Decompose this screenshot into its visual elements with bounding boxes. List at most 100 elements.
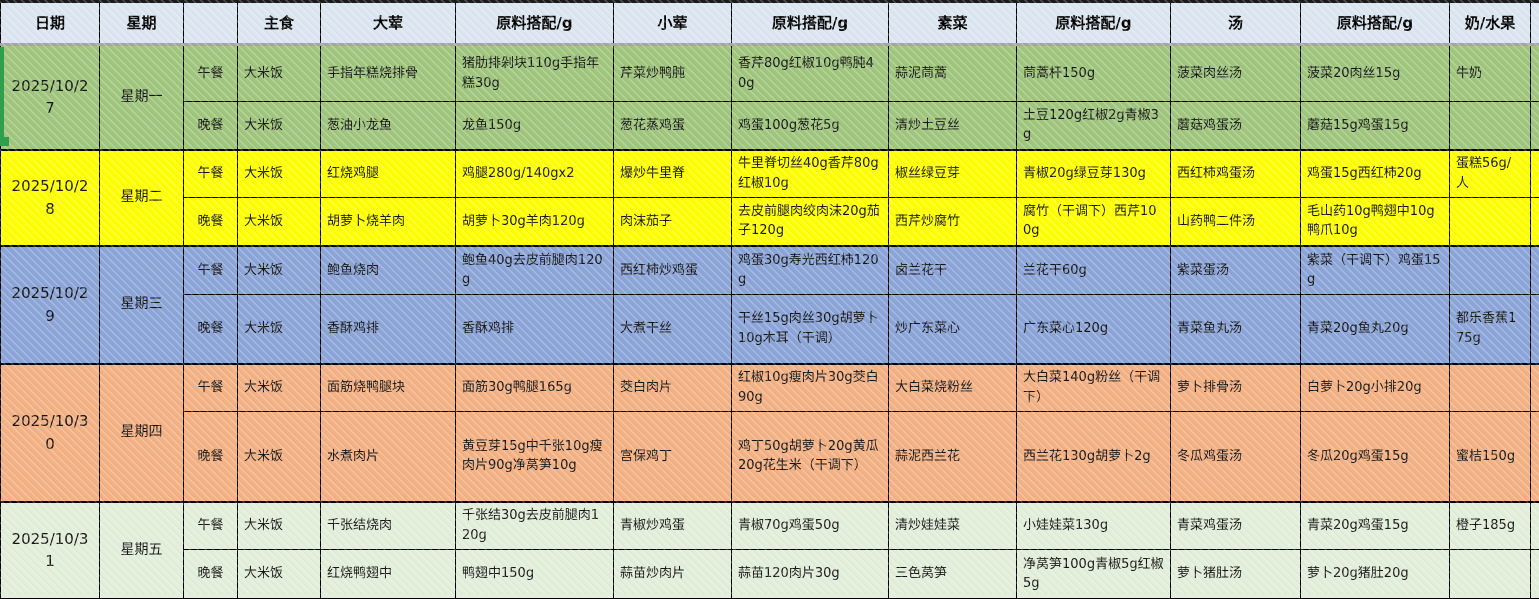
soup-cell[interactable]: 萝卜排骨汤: [1171, 364, 1301, 412]
milk-fruit-cell[interactable]: 橙子185g: [1450, 502, 1531, 550]
milk-fruit-cell[interactable]: [1450, 364, 1531, 412]
milk-fruit-cell[interactable]: [1450, 246, 1531, 295]
ingredients-main-cell[interactable]: 胡萝卜30g羊肉120g: [456, 198, 614, 246]
milk-fruit-cell[interactable]: 蛋糕56g/人: [1450, 150, 1531, 198]
weekday-cell[interactable]: 星期五: [100, 502, 184, 599]
meal-type-cell[interactable]: 午餐: [184, 502, 238, 550]
ingredients-main-cell[interactable]: 香酥鸡排: [456, 295, 614, 364]
weekday-cell[interactable]: 星期三: [100, 246, 184, 364]
ingredients-small-cell[interactable]: 鸡蛋100g葱花5g: [732, 102, 889, 150]
staple-cell[interactable]: 大米饭: [238, 198, 321, 246]
ingredients-veg-cell[interactable]: 青椒20g绿豆芽130g: [1017, 150, 1171, 198]
ingredients-small-cell[interactable]: 红椒10g瘦肉片30g茭白90g: [732, 364, 889, 412]
soup-cell[interactable]: 青菜鸡蛋汤: [1171, 502, 1301, 550]
col-header-date[interactable]: 日期: [1, 2, 100, 45]
col-header-weekday[interactable]: 星期: [100, 2, 184, 45]
soup-cell[interactable]: 冬瓜鸡蛋汤: [1171, 412, 1301, 502]
date-cell[interactable]: 2025/10/28: [1, 150, 100, 246]
ingredients-veg-cell[interactable]: 大白菜140g粉丝（干调下）: [1017, 364, 1171, 412]
dish-veg-cell[interactable]: 椒丝绿豆芽: [889, 150, 1017, 198]
dish-main-cell[interactable]: 香酥鸡排: [321, 295, 456, 364]
ingredients-main-cell[interactable]: 龙鱼150g: [456, 102, 614, 150]
ingredients-soup-cell[interactable]: 毛山药10g鸭翅中10g鸭爪10g: [1301, 198, 1450, 246]
staple-cell[interactable]: 大米饭: [238, 550, 321, 599]
ingredients-soup-cell[interactable]: 青菜20g鱼丸20g: [1301, 295, 1450, 364]
ingredients-veg-cell[interactable]: 茼蒿杆150g: [1017, 45, 1171, 102]
meal-type-cell[interactable]: 晚餐: [184, 102, 238, 150]
ingredients-main-cell[interactable]: 鲍鱼40g去皮前腿肉120g: [456, 246, 614, 295]
milk-fruit-cell[interactable]: 都乐香蕉175g: [1450, 295, 1531, 364]
ingredients-veg-cell[interactable]: 西兰花130g胡萝卜2g: [1017, 412, 1171, 502]
date-cell[interactable]: 2025/10/31: [1, 502, 100, 599]
soup-cell[interactable]: 菠菜肉丝汤: [1171, 45, 1301, 102]
ingredients-small-cell[interactable]: 牛里脊切丝40g香芹80g红椒10g: [732, 150, 889, 198]
weekday-cell[interactable]: 星期二: [100, 150, 184, 246]
dish-main-cell[interactable]: 葱油小龙鱼: [321, 102, 456, 150]
col-header-staple[interactable]: 主食: [238, 2, 321, 45]
ingredients-main-cell[interactable]: 面筋30g鸭腿165g: [456, 364, 614, 412]
date-cell[interactable]: 2025/10/27: [1, 45, 100, 150]
staple-cell[interactable]: 大米饭: [238, 246, 321, 295]
ingredients-veg-cell[interactable]: 广东菜心120g: [1017, 295, 1171, 364]
soup-cell[interactable]: 蘑菇鸡蛋汤: [1171, 102, 1301, 150]
weekday-cell[interactable]: 星期四: [100, 364, 184, 502]
dish-veg-cell[interactable]: 西芹炒腐竹: [889, 198, 1017, 246]
dish-veg-cell[interactable]: 清炒土豆丝: [889, 102, 1017, 150]
ingredients-soup-cell[interactable]: 蘑菇15g鸡蛋15g: [1301, 102, 1450, 150]
dish-small-cell[interactable]: 大煮干丝: [614, 295, 732, 364]
col-header-meal[interactable]: [184, 2, 238, 45]
dish-main-cell[interactable]: 千张结烧肉: [321, 502, 456, 550]
dish-main-cell[interactable]: 鲍鱼烧肉: [321, 246, 456, 295]
milk-fruit-cell[interactable]: [1450, 198, 1531, 246]
milk-fruit-cell[interactable]: 蜜桔150g: [1450, 412, 1531, 502]
staple-cell[interactable]: 大米饭: [238, 102, 321, 150]
meal-type-cell[interactable]: 晚餐: [184, 198, 238, 246]
col-header-soup[interactable]: 汤: [1171, 2, 1301, 45]
meal-type-cell[interactable]: 午餐: [184, 150, 238, 198]
col-header-small-dish[interactable]: 小荤: [614, 2, 732, 45]
ingredients-small-cell[interactable]: 蒜苗120肉片30g: [732, 550, 889, 599]
dish-small-cell[interactable]: 芹菜炒鸭肫: [614, 45, 732, 102]
milk-fruit-cell[interactable]: 牛奶: [1450, 45, 1531, 102]
col-header-veg-dish[interactable]: 素菜: [889, 2, 1017, 45]
ingredients-small-cell[interactable]: 鸡蛋30g寿光西红柿120g: [732, 246, 889, 295]
meal-type-cell[interactable]: 午餐: [184, 45, 238, 102]
meal-type-cell[interactable]: 午餐: [184, 246, 238, 295]
staple-cell[interactable]: 大米饭: [238, 295, 321, 364]
col-header-ingredients-main[interactable]: 原料搭配/g: [456, 2, 614, 45]
ingredients-small-cell[interactable]: 干丝15g肉丝30g胡萝卜10g木耳（干调）: [732, 295, 889, 364]
soup-cell[interactable]: 西红柿鸡蛋汤: [1171, 150, 1301, 198]
dish-main-cell[interactable]: 红烧鸭翅中: [321, 550, 456, 599]
dish-main-cell[interactable]: 水煮肉片: [321, 412, 456, 502]
dish-main-cell[interactable]: 手指年糕烧排骨: [321, 45, 456, 102]
ingredients-soup-cell[interactable]: 菠菜20肉丝15g: [1301, 45, 1450, 102]
meal-type-cell[interactable]: 晚餐: [184, 550, 238, 599]
ingredients-veg-cell[interactable]: 净莴笋100g青椒5g红椒5g: [1017, 550, 1171, 599]
soup-cell[interactable]: 紫菜蛋汤: [1171, 246, 1301, 295]
dish-veg-cell[interactable]: 三色莴笋: [889, 550, 1017, 599]
dish-veg-cell[interactable]: 卤兰花干: [889, 246, 1017, 295]
ingredients-main-cell[interactable]: 千张结30g去皮前腿肉120g: [456, 502, 614, 550]
milk-fruit-cell[interactable]: [1450, 102, 1531, 150]
dish-veg-cell[interactable]: 大白菜烧粉丝: [889, 364, 1017, 412]
ingredients-soup-cell[interactable]: 白萝卜20g小排20g: [1301, 364, 1450, 412]
ingredients-main-cell[interactable]: 鸭翅中150g: [456, 550, 614, 599]
soup-cell[interactable]: 山药鸭二件汤: [1171, 198, 1301, 246]
dish-veg-cell[interactable]: 蒜泥西兰花: [889, 412, 1017, 502]
soup-cell[interactable]: 青菜鱼丸汤: [1171, 295, 1301, 364]
dish-small-cell[interactable]: 葱花蒸鸡蛋: [614, 102, 732, 150]
dish-small-cell[interactable]: 青椒炒鸡蛋: [614, 502, 732, 550]
ingredients-small-cell[interactable]: 去皮前腿肉绞肉沫20g茄子120g: [732, 198, 889, 246]
staple-cell[interactable]: 大米饭: [238, 502, 321, 550]
col-header-ingredients-veg[interactable]: 原料搭配/g: [1017, 2, 1171, 45]
meal-type-cell[interactable]: 午餐: [184, 364, 238, 412]
ingredients-veg-cell[interactable]: 腐竹（干调下）西芹100g: [1017, 198, 1171, 246]
dish-main-cell[interactable]: 红烧鸡腿: [321, 150, 456, 198]
dish-small-cell[interactable]: 蒜苗炒肉片: [614, 550, 732, 599]
dish-small-cell[interactable]: 西红柿炒鸡蛋: [614, 246, 732, 295]
dish-small-cell[interactable]: 茭白肉片: [614, 364, 732, 412]
dish-main-cell[interactable]: 面筋烧鸭腿块: [321, 364, 456, 412]
ingredients-veg-cell[interactable]: 土豆120g红椒2g青椒3g: [1017, 102, 1171, 150]
ingredients-main-cell[interactable]: 黄豆芽15g中千张10g瘦肉片90g净莴笋10g: [456, 412, 614, 502]
date-cell[interactable]: 2025/10/29: [1, 246, 100, 364]
